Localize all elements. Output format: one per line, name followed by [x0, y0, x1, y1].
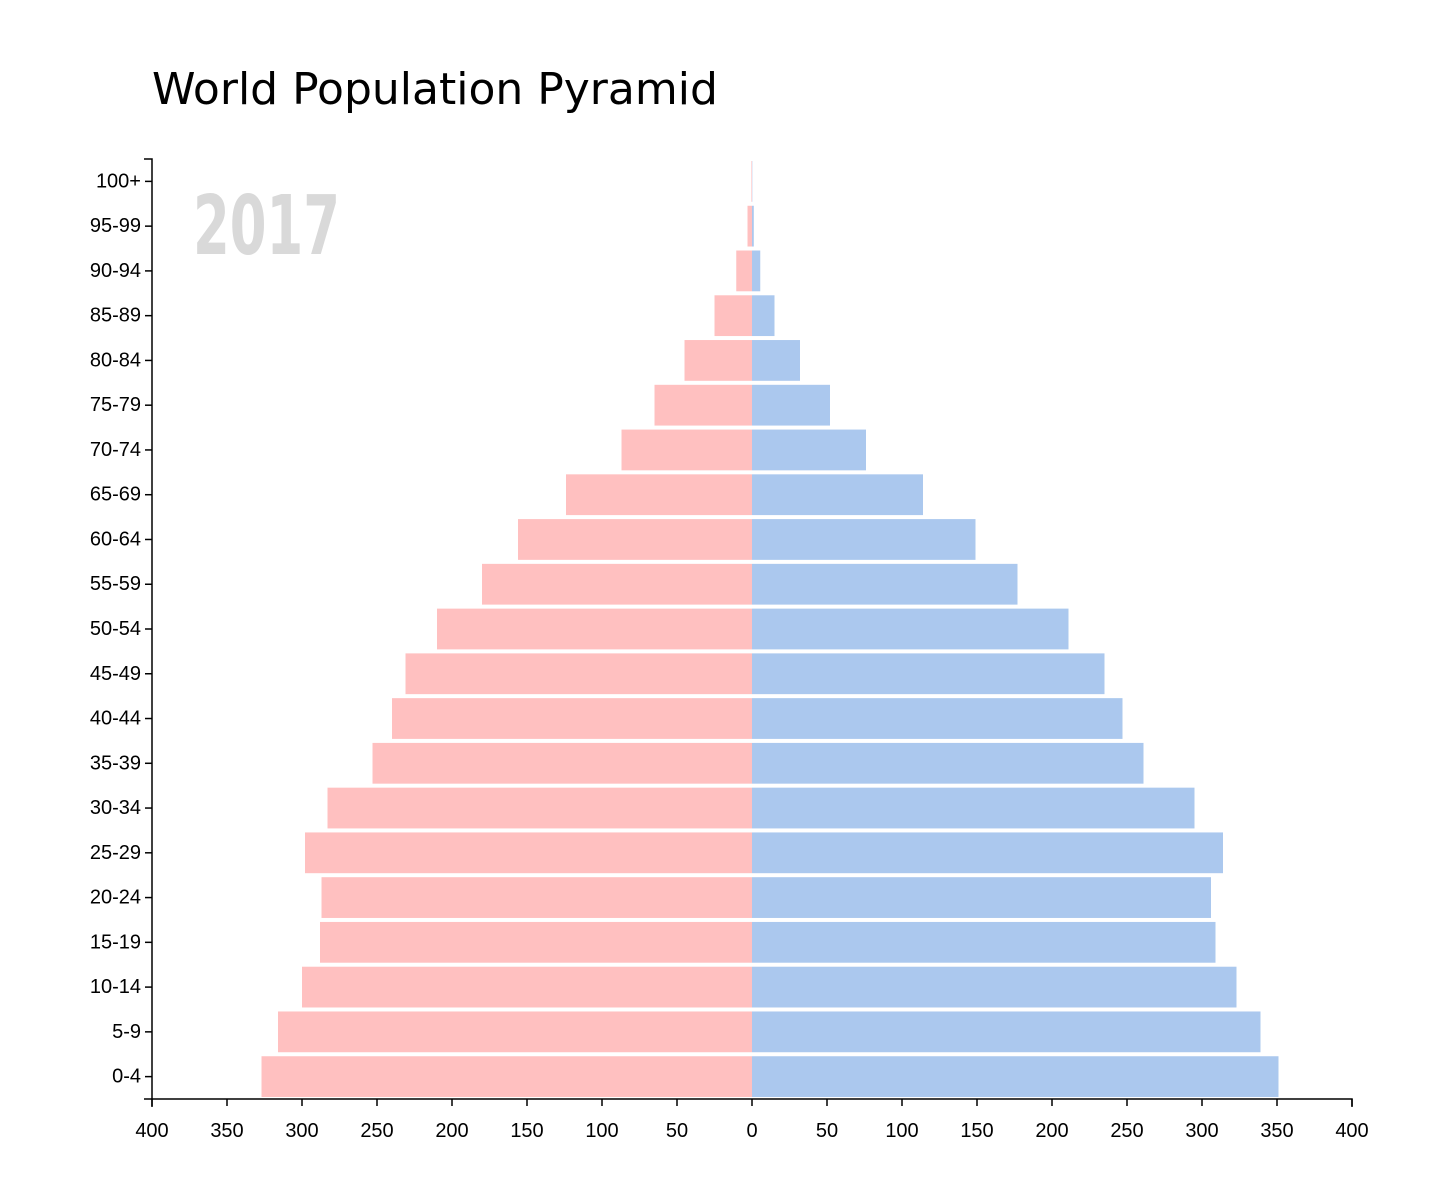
bar-male-90-94 [752, 250, 761, 292]
y-tick-label: 0-4 [112, 1066, 141, 1088]
y-tick-label: 25-29 [90, 842, 141, 864]
bar-male-30-34 [752, 787, 1195, 829]
bar-female-95-99 [747, 205, 752, 247]
bar-female-35-39 [372, 742, 752, 784]
bar-female-30-34 [327, 787, 752, 829]
bars-group [261, 161, 1279, 1097]
bar-male-65-69 [752, 474, 923, 516]
y-tick-label: 95-99 [90, 215, 141, 237]
x-tick-label: 300 [285, 1120, 318, 1142]
bar-male-0-4 [752, 1056, 1279, 1097]
bar-male-50-54 [752, 608, 1069, 650]
x-tick-label: 400 [135, 1120, 168, 1142]
year-label: 2017 [193, 179, 340, 274]
y-tick-label: 10-14 [90, 976, 141, 998]
y-tick-label: 40-44 [90, 708, 141, 730]
y-tick-label: 15-19 [90, 931, 141, 953]
x-tick-label: 0 [746, 1120, 757, 1142]
x-tick-label: 150 [960, 1120, 993, 1142]
bar-male-55-59 [752, 563, 1018, 605]
bar-female-10-14 [302, 966, 752, 1008]
chart-title: World Population Pyramid [152, 64, 718, 115]
x-tick-label: 350 [210, 1120, 243, 1142]
bar-male-95-99 [752, 205, 754, 247]
bar-female-15-19 [320, 921, 752, 963]
x-tick-label: 250 [1110, 1120, 1143, 1142]
x-tick-label: 100 [585, 1120, 618, 1142]
bar-female-5-9 [278, 1011, 752, 1053]
bar-male-85-89 [752, 295, 775, 337]
y-tick-label: 90-94 [90, 260, 141, 282]
y-tick-label: 60-64 [90, 528, 141, 550]
bar-female-20-24 [321, 877, 752, 918]
bar-female-75-79 [654, 384, 752, 426]
bar-male-35-39 [752, 742, 1144, 784]
x-tick-label: 350 [1260, 1120, 1293, 1142]
x-tick-label: 50 [816, 1120, 838, 1142]
bar-female-40-44 [392, 698, 752, 739]
x-tick-label: 50 [666, 1120, 688, 1142]
y-axis: 100+ 95-99 90-94 85-89 80-84 75-79 70-74 65-69 6… [90, 158, 153, 1100]
x-tick-label: 400 [1335, 1120, 1368, 1142]
y-tick-label: 70-74 [90, 439, 141, 461]
bar-female-45-49 [405, 653, 752, 695]
y-tick-label: 30-34 [90, 797, 141, 819]
bar-male-25-29 [752, 832, 1223, 874]
bar-male-20-24 [752, 877, 1211, 918]
bar-female-80-84 [684, 340, 752, 381]
bar-male-60-64 [752, 519, 976, 560]
bar-female-65-69 [566, 474, 752, 516]
bar-female-100+ [751, 161, 752, 202]
bar-female-70-74 [621, 429, 752, 471]
y-tick-label: 85-89 [90, 305, 141, 327]
bar-male-70-74 [752, 429, 866, 471]
x-tick-label: 100 [885, 1120, 918, 1142]
bar-female-60-64 [518, 519, 752, 560]
bar-female-85-89 [714, 295, 752, 337]
x-tick-label: 200 [1035, 1120, 1068, 1142]
x-tick-label: 300 [1185, 1120, 1218, 1142]
y-tick-label: 20-24 [90, 887, 141, 909]
bar-male-10-14 [752, 966, 1237, 1008]
x-tick-label: 200 [435, 1120, 468, 1142]
bar-male-15-19 [752, 921, 1216, 963]
y-tick-label: 55-59 [90, 573, 141, 595]
y-tick-label: 35-39 [90, 752, 141, 774]
y-tick-label: 100+ [96, 170, 141, 192]
x-tick-label: 250 [360, 1120, 393, 1142]
bar-male-75-79 [752, 384, 830, 426]
bar-female-50-54 [437, 608, 752, 650]
bar-male-40-44 [752, 698, 1123, 739]
y-tick-label: 75-79 [90, 394, 141, 416]
x-axis: 400 350 300 250 200 150 100 50 0 50 100 150 200 250 30… [135, 1098, 1369, 1142]
y-tick-label: 5-9 [112, 1021, 141, 1043]
y-tick-label: 45-49 [90, 663, 141, 685]
bar-female-55-59 [482, 563, 752, 605]
bar-male-80-84 [752, 340, 800, 381]
bar-female-90-94 [736, 250, 752, 292]
bar-male-5-9 [752, 1011, 1261, 1053]
y-tick-label: 50-54 [90, 618, 141, 640]
x-tick-label: 150 [510, 1120, 543, 1142]
y-tick-label: 80-84 [90, 349, 141, 371]
bar-male-45-49 [752, 653, 1105, 695]
bar-female-25-29 [305, 832, 752, 874]
y-tick-label: 65-69 [90, 484, 141, 506]
bar-female-0-4 [261, 1056, 752, 1097]
